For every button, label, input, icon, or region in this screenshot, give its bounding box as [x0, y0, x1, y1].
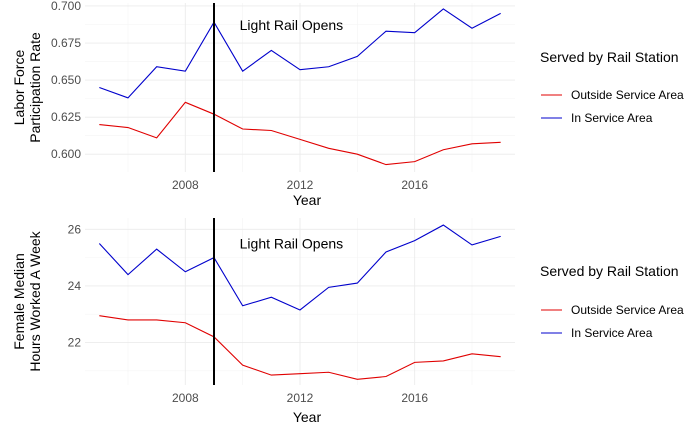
light-rail-annotation: Light Rail Opens — [240, 17, 344, 33]
legend-label: In Service Area — [571, 111, 653, 125]
x-tick-label: 2016 — [401, 178, 428, 192]
legend-label: Outside Service Area — [571, 88, 684, 102]
x-tick-label: 2012 — [287, 178, 314, 192]
y-axis-title-line: Participation Rate — [27, 32, 43, 143]
y-tick-label: 24 — [68, 279, 82, 293]
legend-title: Served by Rail Station — [540, 49, 679, 65]
legend-label: In Service Area — [571, 326, 653, 340]
y-axis-title: Female MedianHours Worked A Week — [11, 230, 43, 371]
series-line-in-service-area — [99, 8, 501, 99]
x-axis-title: Year — [293, 192, 322, 208]
y-axis-title-line: Female Median — [11, 253, 27, 350]
legend-label: Outside Service Area — [571, 303, 684, 317]
panel-labor-force: 2008 2012 2016 0.600 0.625 0.650 0.675 0.700 Lig… — [11, 0, 684, 208]
x-tick-label: 2008 — [172, 391, 199, 405]
y-tick-label: 0.675 — [51, 36, 81, 50]
x-axis-title: Year — [293, 409, 322, 425]
y-tick-label: 0.700 — [51, 0, 81, 13]
y-axis-title-line: Hours Worked A Week — [27, 230, 43, 371]
y-axis-title: Labor ForceParticipation Rate — [11, 32, 43, 143]
y-tick-label: 26 — [68, 222, 82, 236]
series-line-outside-service-area — [99, 315, 501, 380]
x-tick-label: 2016 — [401, 391, 428, 405]
light-rail-annotation: Light Rail Opens — [240, 235, 344, 251]
y-tick-label: 0.625 — [51, 110, 81, 124]
series-line-in-service-area — [98, 224, 501, 311]
series-line-outside-service-area — [99, 101, 501, 166]
panel-female-hours: 2008 2012 2016 22 24 26 Light Rail Opens Year Fe… — [11, 218, 684, 425]
legend: Served by Rail Station Outside Service Ar… — [540, 263, 684, 340]
legend: Served by Rail Station Outside Service Ar… — [540, 49, 684, 125]
y-tick-label: 22 — [68, 336, 82, 350]
y-tick-label: 0.650 — [51, 73, 81, 87]
y-axis-title-line: Labor Force — [11, 50, 27, 126]
x-tick-label: 2008 — [172, 178, 199, 192]
legend-title: Served by Rail Station — [540, 263, 679, 279]
y-tick-label: 0.600 — [51, 147, 81, 161]
x-tick-label: 2012 — [287, 391, 314, 405]
